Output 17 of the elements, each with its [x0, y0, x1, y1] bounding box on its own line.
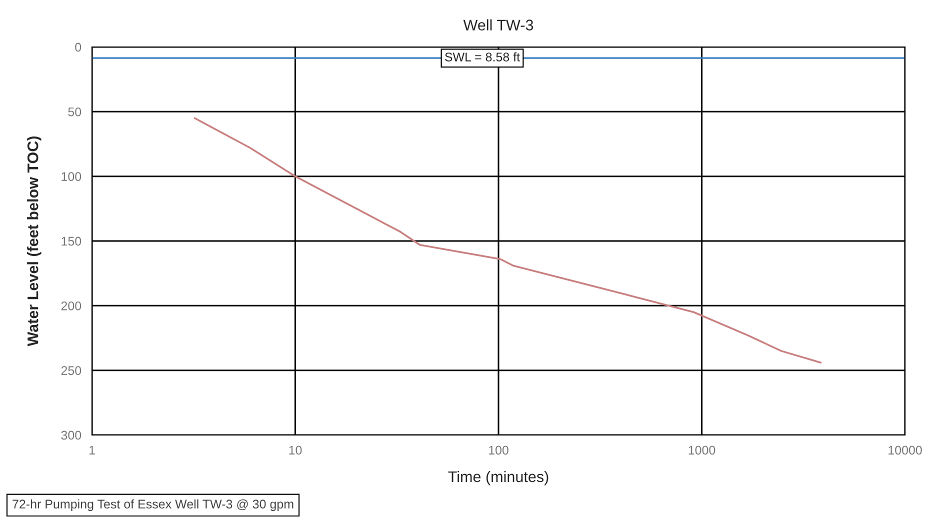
y-tick-label: 100 [62, 172, 82, 181]
y-tick-label: 250 [61, 366, 82, 375]
y-tick-label: 300 [61, 430, 82, 440]
y-tick-label: 200 [61, 301, 82, 310]
text: 72-hr Pumping Test of Essex Well TW-3 @ 30 gpm [12, 499, 294, 511]
x-axis-title: Time (minutes) [448, 470, 548, 486]
x-tick-label: 100 [489, 446, 508, 455]
y-tick-label: 0 [75, 42, 82, 52]
x-tick-label: 10 [289, 446, 302, 455]
y-axis-title: Water Level (feet below TOC) [27, 136, 42, 346]
y-tick-label: 50 [68, 107, 82, 116]
x-tick-label: 10000 [888, 446, 922, 455]
y-tick-label: 150 [62, 236, 82, 246]
x-tick-label: 1 [89, 446, 95, 454]
x-tick-label: 1000 [688, 446, 716, 455]
chart-title: Well TW-3 [463, 19, 534, 30]
ref-line-label: SWL = 8.58 ft [445, 52, 520, 62]
